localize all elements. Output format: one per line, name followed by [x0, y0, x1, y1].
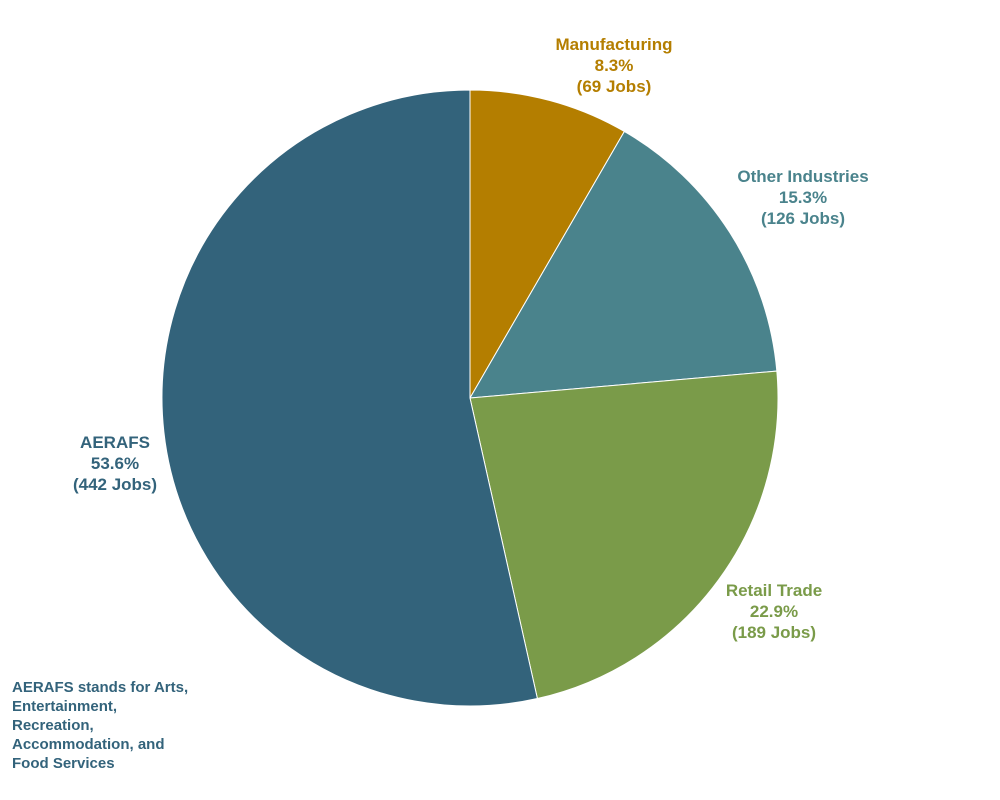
slice-label-name: AERAFS — [80, 433, 150, 452]
slice-label-other-industries: Other Industries 15.3% (126 Jobs) — [737, 167, 868, 228]
slice-labels: Manufacturing 8.3% (69 Jobs) Other Industri… — [73, 35, 869, 642]
slice-label-jobs: (189 Jobs) — [732, 623, 816, 642]
slice-label-name: Manufacturing — [555, 35, 672, 54]
slice-label-jobs: (442 Jobs) — [73, 475, 157, 494]
pie-slice-manufacturing — [469, 89, 626, 400]
slice-label-percent: 8.3% — [595, 56, 634, 75]
slice-label-name: Other Industries — [737, 167, 868, 186]
slice-label-percent: 15.3% — [779, 188, 827, 207]
slice-label-jobs: (69 Jobs) — [577, 77, 652, 96]
slice-label-manufacturing: Manufacturing 8.3% (69 Jobs) — [555, 35, 672, 96]
slice-label-retail-trade: Retail Trade 22.9% (189 Jobs) — [726, 581, 822, 642]
slice-label-percent: 53.6% — [91, 454, 139, 473]
slice-label-name: Retail Trade — [726, 581, 822, 600]
pie-slice-retail-trade — [469, 370, 779, 700]
slice-label-jobs: (126 Jobs) — [761, 209, 845, 228]
aerafs-footnote: AERAFS stands for Arts, Entertainment, R… — [12, 679, 189, 772]
slice-label-aerafs: AERAFS 53.6% (442 Jobs) — [73, 433, 157, 494]
pie-slices — [161, 89, 779, 707]
pie-slice-other-industries — [469, 130, 778, 399]
slice-label-percent: 22.9% — [750, 602, 798, 621]
pie-slice-aerafs — [161, 89, 538, 707]
